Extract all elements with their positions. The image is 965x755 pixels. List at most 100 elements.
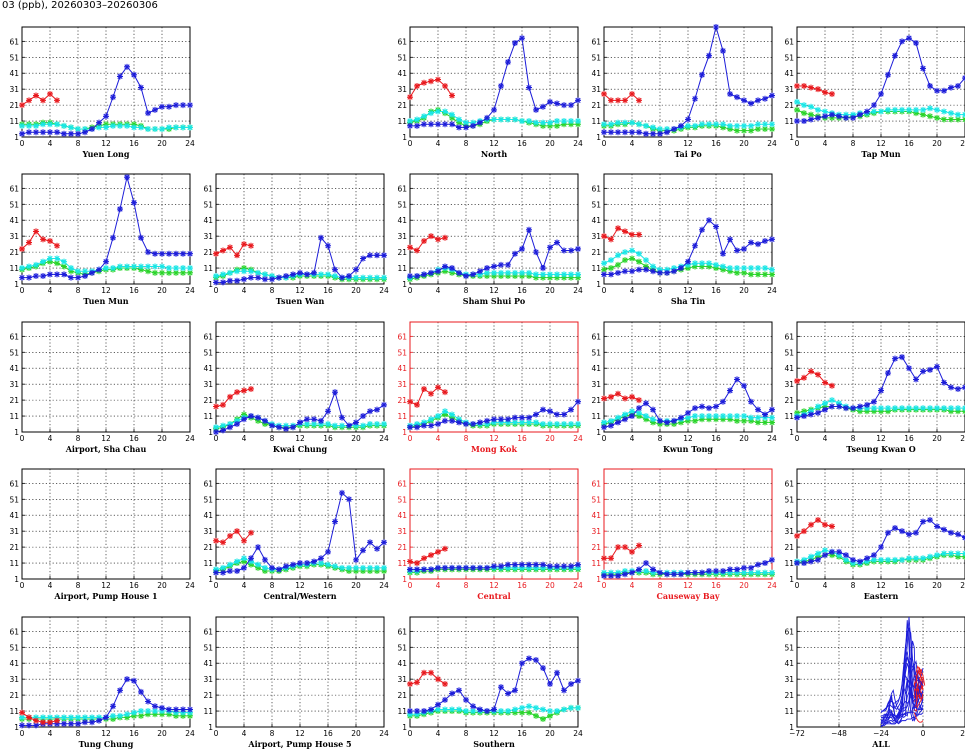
y-tick-label: 51 xyxy=(397,53,407,62)
y-tick-label: 51 xyxy=(591,53,601,62)
y-tick-label: 11 xyxy=(203,264,213,273)
data-point-green xyxy=(124,714,130,721)
data-point-blue xyxy=(269,276,275,283)
data-point-cyan xyxy=(699,260,705,267)
data-point-blue xyxy=(110,234,116,241)
data-point-cyan xyxy=(741,413,747,420)
x-tick-label: 4 xyxy=(823,434,828,443)
data-point-red xyxy=(435,384,441,391)
data-point-blue xyxy=(850,556,856,563)
data-point-blue xyxy=(526,561,532,568)
station-label: Yuen Long xyxy=(82,149,130,159)
x-tick-label: 20 xyxy=(545,139,555,148)
data-point-blue xyxy=(26,129,32,136)
data-point-cyan xyxy=(720,263,726,270)
y-tick-label: 21 xyxy=(784,543,794,552)
data-point-blue xyxy=(748,564,754,571)
data-point-blue xyxy=(748,398,754,405)
data-point-blue xyxy=(166,103,172,110)
data-point-cyan xyxy=(734,265,740,272)
data-point-green xyxy=(678,419,684,426)
data-point-cyan xyxy=(512,564,518,571)
data-point-blue xyxy=(96,266,102,273)
data-point-blue xyxy=(82,719,88,726)
data-point-cyan xyxy=(311,421,317,428)
data-point-blue xyxy=(615,572,621,579)
station-label: Airport, Pump House 5 xyxy=(247,739,351,749)
x-tick-label: 0 xyxy=(408,286,413,295)
data-point-cyan xyxy=(927,405,933,412)
data-point-blue xyxy=(449,265,455,272)
data-point-red xyxy=(234,389,240,396)
data-point-cyan xyxy=(699,121,705,128)
data-point-red xyxy=(629,231,635,238)
x-tick-label: 20 xyxy=(157,139,167,148)
y-tick-label: 1 xyxy=(14,723,19,732)
data-point-green xyxy=(948,408,954,415)
data-point-green xyxy=(442,411,448,418)
data-point-blue xyxy=(706,568,712,575)
y-tick-label: 21 xyxy=(9,396,19,405)
data-point-cyan xyxy=(547,271,553,278)
data-point-blue xyxy=(547,563,553,570)
data-point-blue xyxy=(554,239,560,246)
data-point-cyan xyxy=(491,116,497,123)
x-tick-label: 12 xyxy=(101,139,111,148)
y-tick-label: 61 xyxy=(203,184,213,193)
data-point-cyan xyxy=(822,400,828,407)
data-point-green xyxy=(540,122,546,129)
data-point-cyan xyxy=(463,708,469,715)
data-point-blue xyxy=(449,121,455,128)
x-tick-label: 8 xyxy=(851,581,856,590)
x-tick-label: 8 xyxy=(851,434,856,443)
data-point-red xyxy=(19,709,25,716)
data-point-cyan xyxy=(608,569,614,576)
data-point-cyan xyxy=(318,421,324,428)
data-point-cyan xyxy=(47,255,53,262)
data-point-green xyxy=(713,416,719,423)
station-label: Tsuen Wan xyxy=(276,296,325,306)
data-point-green xyxy=(54,260,60,267)
data-point-green xyxy=(657,421,663,428)
data-point-cyan xyxy=(843,556,849,563)
data-point-cyan xyxy=(234,558,240,565)
data-point-blue xyxy=(276,424,282,431)
data-point-green xyxy=(526,273,532,280)
data-point-blue xyxy=(892,52,898,59)
data-point-green xyxy=(720,416,726,423)
data-point-blue xyxy=(463,273,469,280)
data-point-blue xyxy=(699,226,705,233)
data-point-blue xyxy=(124,174,130,181)
data-point-blue xyxy=(769,556,775,563)
data-point-blue xyxy=(138,84,144,91)
data-point-cyan xyxy=(61,258,67,265)
x-tick-label: 12 xyxy=(489,581,499,590)
data-point-cyan xyxy=(629,408,635,415)
y-tick-label: 31 xyxy=(203,232,213,241)
data-point-red xyxy=(801,374,807,381)
data-point-blue xyxy=(822,406,828,413)
x-tick-label: 4 xyxy=(630,581,635,590)
data-point-red xyxy=(435,76,441,83)
data-point-cyan xyxy=(262,271,268,278)
data-point-red xyxy=(822,379,828,386)
x-tick-label: 0 xyxy=(20,729,25,738)
data-point-red xyxy=(421,79,427,86)
data-point-cyan xyxy=(822,108,828,115)
data-point-red xyxy=(794,82,800,89)
data-point-cyan xyxy=(318,560,324,567)
data-point-blue xyxy=(262,276,268,283)
data-point-blue xyxy=(220,427,226,434)
data-point-blue xyxy=(505,690,511,697)
data-point-cyan xyxy=(47,121,53,128)
data-point-blue xyxy=(664,419,670,426)
data-point-blue xyxy=(568,680,574,687)
y-tick-label: 41 xyxy=(203,659,213,668)
x-tick-label: 0 xyxy=(602,434,607,443)
data-point-red xyxy=(33,92,39,99)
data-point-blue xyxy=(636,566,642,573)
data-point-blue xyxy=(297,269,303,276)
data-point-red xyxy=(435,548,441,555)
data-point-blue xyxy=(699,71,705,78)
